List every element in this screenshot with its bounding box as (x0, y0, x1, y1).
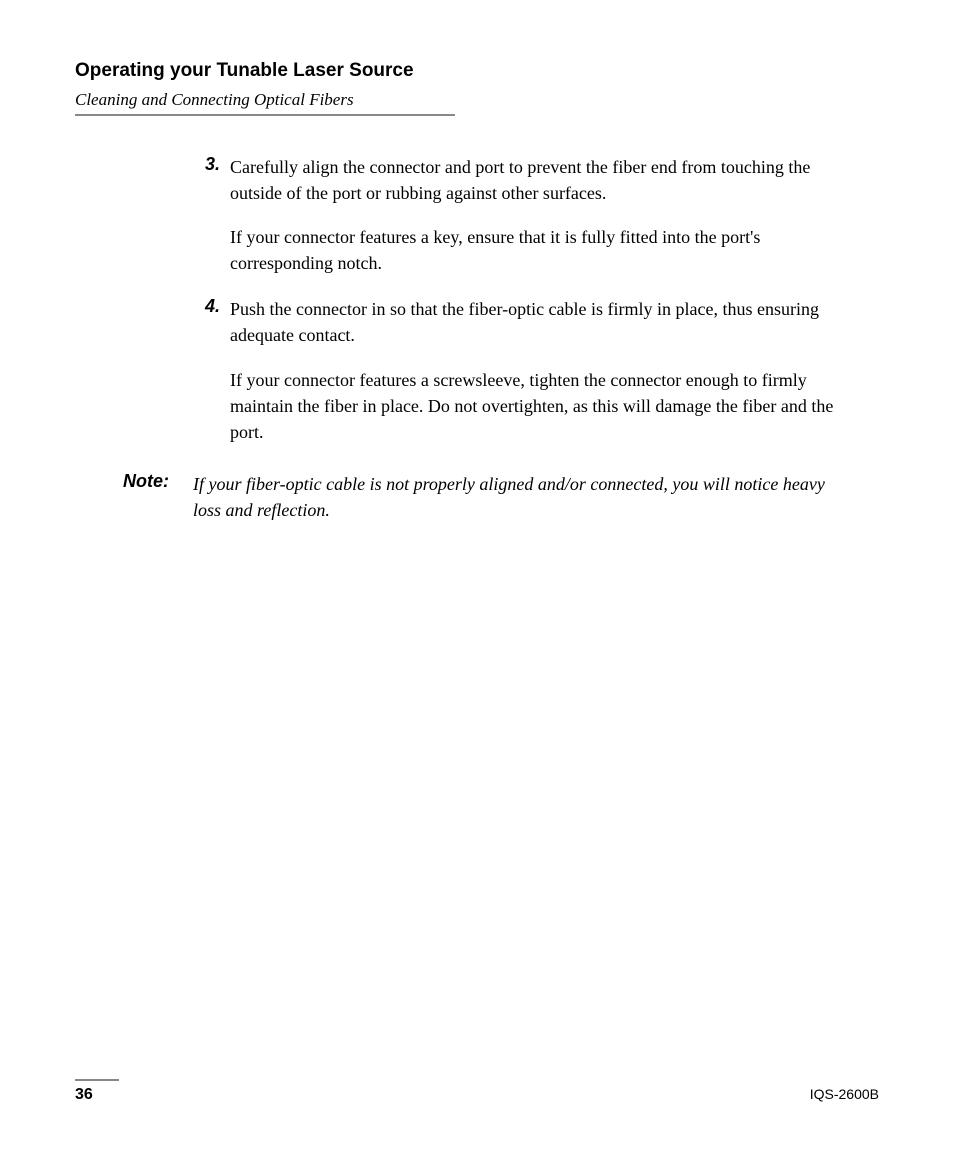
step-paragraph: Carefully align the connector and port t… (230, 154, 849, 206)
footer-divider (75, 1079, 119, 1081)
document-page: Operating your Tunable Laser Source Clea… (0, 0, 954, 1159)
model-number: IQS-2600B (810, 1086, 879, 1102)
step-paragraph: If your connector features a key, ensure… (230, 224, 849, 276)
section-title: Operating your Tunable Laser Source (75, 60, 879, 82)
step-body: Push the connector in so that the fiber-… (230, 296, 879, 444)
step-number: 3. (190, 154, 230, 175)
footer-row: 36 IQS-2600B (75, 1086, 879, 1104)
page-number: 36 (75, 1086, 93, 1104)
note-label: Note: (123, 471, 193, 492)
step-item: 4. Push the connector in so that the fib… (75, 296, 879, 444)
page-footer: 36 IQS-2600B (75, 1079, 879, 1104)
note-block: Note: If your fiber-optic cable is not p… (75, 471, 879, 523)
subtitle-divider (75, 114, 455, 116)
step-number: 4. (190, 296, 230, 317)
step-paragraph: If your connector features a screwsleeve… (230, 367, 849, 445)
step-body: Carefully align the connector and port t… (230, 154, 879, 276)
note-text: If your fiber-optic cable is not properl… (193, 471, 879, 523)
section-subtitle: Cleaning and Connecting Optical Fibers (75, 90, 879, 110)
step-paragraph: Push the connector in so that the fiber-… (230, 296, 849, 348)
step-item: 3. Carefully align the connector and por… (75, 154, 879, 276)
